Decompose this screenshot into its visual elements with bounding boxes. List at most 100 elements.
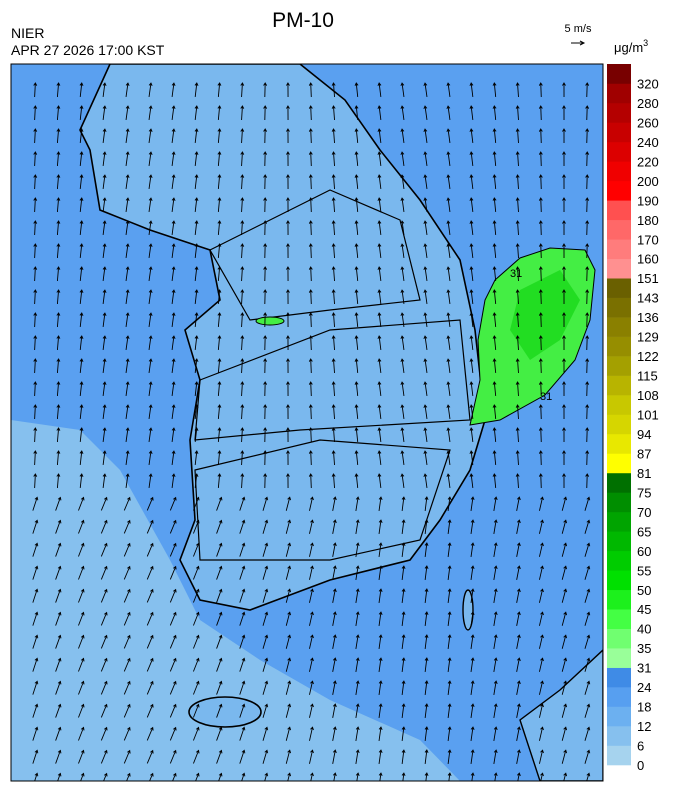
wind-arrow [355, 680, 360, 695]
wind-arrow [308, 151, 313, 167]
wind-arrow [539, 703, 544, 718]
wind-arrow [515, 427, 520, 443]
wind-arrow [493, 634, 498, 649]
wind-arrow [377, 243, 382, 259]
wind-arrow [240, 128, 245, 144]
wind-arrow [377, 312, 382, 328]
wind-arrow [515, 243, 520, 259]
wind-arrow [102, 312, 107, 328]
wind-arrow [470, 496, 475, 511]
wind-arrow [401, 772, 406, 781]
wind-arrow [585, 82, 590, 98]
wind-arrow [125, 312, 130, 327]
unit: μg/m3 [614, 38, 648, 55]
timestamp: APR 27 2026 17:00 KST [11, 42, 165, 58]
wind-arrow [193, 519, 200, 534]
wind-arrow [585, 151, 590, 167]
wind-arrow [469, 82, 474, 98]
wind-arrow [146, 703, 154, 718]
wind-arrow [355, 496, 360, 511]
wind-arrow [263, 105, 268, 121]
colorbar-box [607, 511, 631, 532]
wind-arrow [424, 519, 429, 535]
wind-arrow [263, 289, 268, 305]
colorbar-label: 143 [637, 291, 659, 306]
wind-arrow [285, 749, 292, 764]
wind-arrow [194, 266, 199, 282]
wind-arrow [423, 335, 428, 350]
wind-arrow [79, 358, 84, 374]
wind-arrow [423, 427, 428, 442]
wind-arrow [561, 703, 568, 718]
wind-arrow [148, 174, 153, 189]
wind-arrow [400, 358, 405, 373]
wind-arrow [400, 312, 405, 327]
wind-arrow [562, 174, 566, 190]
colorbar-box [607, 648, 631, 668]
wind-arrow [470, 703, 475, 718]
wind-arrow [240, 289, 245, 305]
wind-arrow [470, 772, 475, 781]
wind-arrow [584, 657, 591, 672]
wind-arrow [470, 634, 475, 649]
wind-arrow [216, 611, 223, 626]
wind-arrow [539, 611, 544, 626]
wind-arrow [377, 404, 382, 420]
wind-arrow [493, 565, 498, 580]
wind-arrow [400, 105, 405, 120]
wind-arrow [561, 749, 568, 764]
wind-arrow [193, 611, 200, 626]
wind-arrow [447, 703, 452, 719]
wind-arrow [217, 82, 222, 98]
wind-arrow [493, 519, 498, 534]
colorbar-box [607, 550, 631, 571]
wind-arrow [584, 726, 591, 741]
wind-arrow [562, 128, 566, 144]
wind-arrow [377, 450, 382, 466]
wind-arrow [401, 588, 406, 604]
wind-arrow [169, 611, 177, 626]
wind-arrow [446, 128, 451, 143]
wind-arrow [400, 151, 405, 166]
peninsula [79, 64, 486, 611]
wind-scale-arrow [571, 40, 586, 46]
colorbar-label: 6 [637, 739, 644, 754]
wind-arrow [33, 266, 38, 282]
wind-arrow [102, 427, 107, 443]
wind-arrow [470, 657, 475, 672]
wind-arrow [515, 151, 520, 167]
wind-arrow [469, 473, 474, 489]
wind-arrow [309, 680, 314, 695]
wind-arrow [424, 772, 429, 781]
wind-arrow [585, 174, 590, 190]
colorbar-box [607, 297, 631, 318]
wind-arrow [447, 772, 452, 781]
wind-arrow [148, 381, 153, 396]
wind-arrow [469, 243, 474, 259]
wind-arrow [331, 335, 336, 351]
wind-arrow [262, 542, 269, 557]
wind-arrow [148, 335, 153, 350]
wind-arrow [493, 726, 498, 741]
wind-arrow [492, 220, 497, 236]
wind-arrow [55, 703, 62, 718]
wind-arrow [102, 358, 107, 374]
wind-arrow [585, 358, 590, 374]
wind-arrow [377, 427, 382, 443]
wind-arrow [493, 749, 498, 764]
wind-arrow [240, 105, 245, 121]
wind-arrow [171, 381, 176, 396]
wind-arrow [125, 174, 130, 189]
wind-arrow [355, 772, 360, 781]
wind-arrow [400, 174, 405, 189]
wind-arrow [378, 657, 383, 672]
wind-arrow [262, 519, 269, 534]
wind-arrow [78, 703, 85, 718]
wind-arrow [33, 335, 38, 351]
wind-arrow [262, 588, 269, 603]
colorbar-label: 50 [637, 583, 651, 598]
wind-arrow [100, 519, 108, 534]
wind-arrow [562, 427, 566, 443]
wind-arrow [79, 266, 84, 282]
wind-arrow [79, 151, 84, 167]
